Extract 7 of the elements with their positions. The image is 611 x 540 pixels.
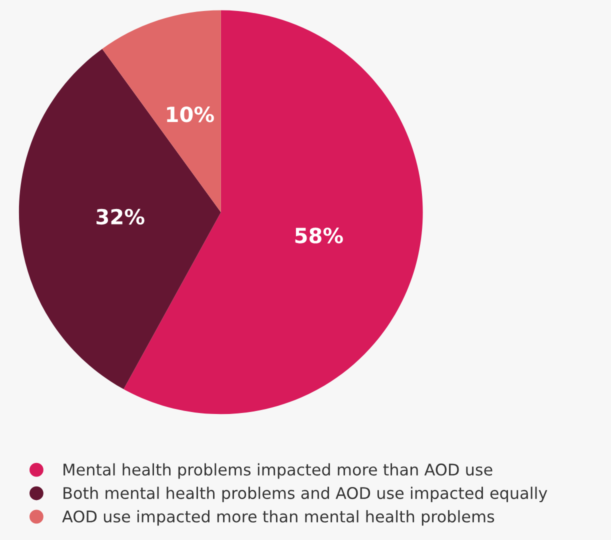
- data-label: 10%: [167, 106, 214, 122]
- legend-label: Mental health problems impacted more than AOD use: [64, 463, 492, 479]
- legend-label: AOD use impacted more than mental health problems: [62, 510, 494, 526]
- data-label: 58%: [295, 228, 343, 244]
- pie-slice: [18, 48, 221, 390]
- data-label: 32%: [96, 208, 144, 225]
- legend-label: Both mental health problems and AOD use impacted equally: [64, 486, 548, 502]
